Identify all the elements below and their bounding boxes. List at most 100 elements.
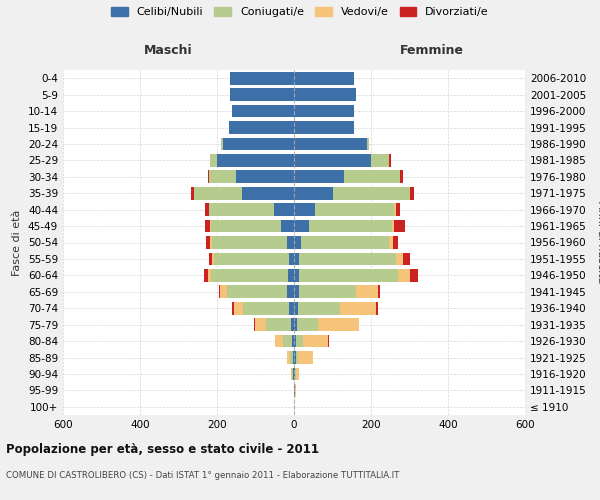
Bar [292,334,294,347]
Bar [293,368,294,380]
Bar [242,187,294,200]
Bar [315,203,394,216]
Bar [221,138,223,150]
Bar [287,351,290,364]
Bar [208,269,211,282]
Bar [299,269,398,282]
Bar [266,318,291,331]
Bar [403,252,410,266]
Legend: Celibi/Nubili, Coniugati/e, Vedovi/e, Divorziati/e: Celibi/Nubili, Coniugati/e, Vedovi/e, Di… [107,2,493,22]
Bar [290,351,293,364]
Bar [394,203,395,216]
Y-axis label: Fasce di età: Fasce di età [13,210,22,276]
Bar [291,318,294,331]
Bar [294,154,371,167]
Text: Popolazione per età, sesso e stato civile - 2011: Popolazione per età, sesso e stato civil… [6,442,319,456]
Bar [205,220,209,232]
Bar [301,236,389,249]
Bar [296,334,303,347]
Bar [294,302,298,314]
Bar [293,351,294,364]
Bar [294,170,344,183]
Bar [294,203,315,216]
Bar [294,236,301,249]
Bar [303,334,328,347]
Bar [389,236,392,249]
Bar [204,269,208,282]
Bar [394,220,405,232]
Bar [371,154,389,167]
Bar [356,286,378,298]
Bar [218,286,220,298]
Bar [295,368,296,380]
Bar [230,88,294,101]
Bar [229,121,294,134]
Bar [217,154,294,167]
Bar [328,334,329,347]
Bar [243,302,289,314]
Bar [294,121,353,134]
Bar [211,236,212,249]
Bar [294,88,356,101]
Bar [287,236,294,249]
Bar [292,368,293,380]
Bar [194,187,242,200]
Bar [392,220,394,232]
Bar [395,203,400,216]
Bar [294,104,353,118]
Bar [392,236,398,249]
Bar [298,351,313,364]
Text: Maschi: Maschi [143,44,193,58]
Bar [398,269,410,282]
Bar [294,318,297,331]
Bar [367,138,369,150]
Bar [332,187,409,200]
Bar [344,170,400,183]
Bar [294,252,299,266]
Bar [294,72,353,85]
Bar [289,252,294,266]
Bar [298,302,340,314]
Bar [294,334,296,347]
Bar [275,334,283,347]
Bar [212,236,287,249]
Bar [223,138,294,150]
Bar [310,220,392,232]
Bar [294,138,367,150]
Bar [294,368,295,380]
Bar [288,269,294,282]
Bar [236,170,294,183]
Bar [206,236,211,249]
Bar [227,286,287,298]
Bar [294,269,299,282]
Bar [296,368,299,380]
Bar [409,187,414,200]
Bar [209,203,274,216]
Bar [220,286,227,298]
Bar [297,318,318,331]
Y-axis label: Anni di nascita: Anni di nascita [596,201,600,284]
Bar [283,334,292,347]
Bar [299,286,356,298]
Bar [209,252,212,266]
Bar [281,220,294,232]
Bar [209,170,236,183]
Bar [289,302,294,314]
Bar [191,187,194,200]
Bar [294,286,299,298]
Bar [340,302,376,314]
Text: Femmine: Femmine [400,44,464,58]
Bar [205,203,209,216]
Bar [230,72,294,85]
Bar [294,187,332,200]
Bar [400,170,403,183]
Bar [211,220,281,232]
Bar [410,269,418,282]
Bar [209,220,211,232]
Bar [318,318,359,331]
Bar [274,203,294,216]
Bar [287,286,294,298]
Bar [296,351,298,364]
Bar [294,384,295,397]
Bar [255,318,266,331]
